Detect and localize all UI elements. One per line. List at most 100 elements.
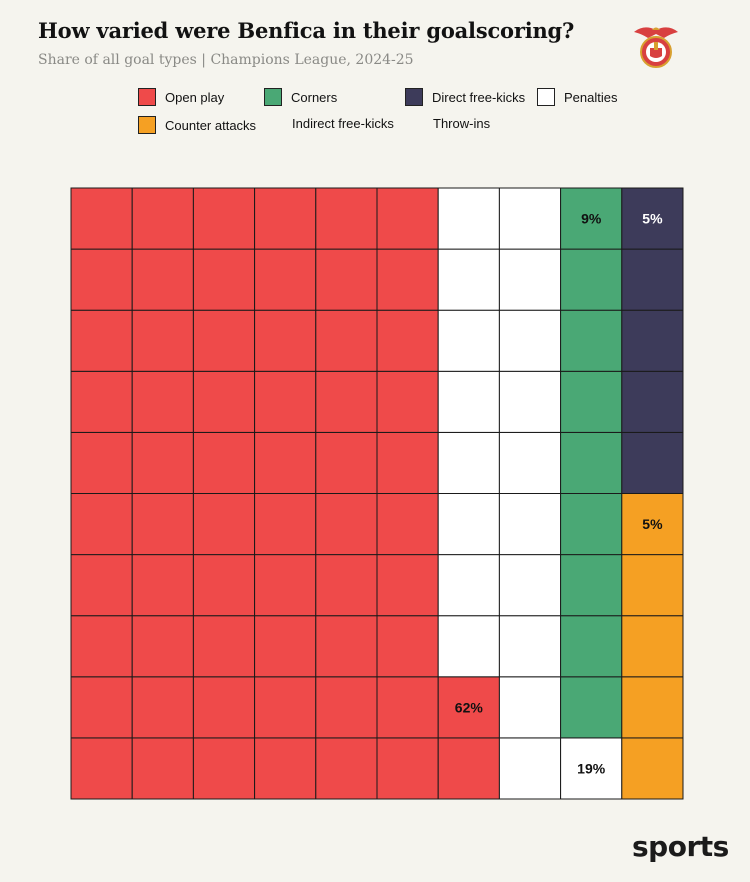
waffle-cell-open-play bbox=[131, 493, 194, 556]
waffle-cell-counter-attacks bbox=[621, 615, 684, 678]
legend-item-direct-free-kicks: Direct free-kicks bbox=[405, 88, 525, 106]
waffle-cell-counter-attacks bbox=[621, 737, 684, 800]
waffle-cell-open-play bbox=[192, 615, 256, 678]
waffle-cell-open-play bbox=[192, 737, 256, 800]
legend-label-throw-ins: Throw-ins bbox=[433, 116, 491, 131]
waffle-cell-open-play bbox=[254, 554, 317, 617]
waffle-cell-open-play bbox=[70, 737, 133, 800]
waffle-cell-open-play bbox=[131, 737, 194, 800]
legend-item-counter-attacks: Counter attacks bbox=[138, 116, 256, 134]
waffle-cell-open-play bbox=[315, 554, 378, 617]
waffle-cell-open-play bbox=[254, 676, 317, 739]
waffle-cell-direct-free-kicks bbox=[621, 187, 684, 250]
waffle-cell-penalties bbox=[437, 370, 500, 433]
waffle-cell-open-play bbox=[192, 370, 256, 433]
waffle-cell-open-play bbox=[376, 248, 439, 311]
legend-swatch-direct-free-kicks bbox=[405, 88, 423, 106]
waffle-cell-penalties bbox=[560, 737, 623, 800]
waffle-cell-open-play bbox=[254, 187, 317, 250]
waffle-cell-open-play bbox=[254, 431, 317, 494]
waffle-cell-open-play bbox=[192, 187, 256, 250]
waffle-cell-penalties bbox=[498, 554, 562, 617]
waffle-cell-open-play bbox=[192, 309, 256, 372]
waffle-cell-counter-attacks bbox=[621, 493, 684, 556]
waffle-cell-direct-free-kicks bbox=[621, 370, 684, 433]
waffle-cell-open-play bbox=[437, 676, 500, 739]
legend-item-indirect-free-kicks: Indirect free-kicks bbox=[292, 116, 394, 131]
waffle-cell-open-play bbox=[376, 554, 439, 617]
waffle-cell-open-play bbox=[70, 615, 133, 678]
waffle-cell-open-play bbox=[192, 248, 256, 311]
waffle-cell-corners bbox=[560, 309, 623, 372]
waffle-cell-open-play bbox=[192, 493, 256, 556]
waffle-cell-penalties bbox=[437, 554, 500, 617]
waffle-cell-corners bbox=[560, 187, 623, 250]
waffle-cell-penalties bbox=[437, 248, 500, 311]
waffle-cell-open-play bbox=[70, 554, 133, 617]
legend-label-direct-free-kicks: Direct free-kicks bbox=[432, 89, 526, 105]
waffle-cell-penalties bbox=[498, 309, 562, 372]
data-label-direct-free-kicks: 5% bbox=[642, 211, 663, 227]
waffle-cell-open-play bbox=[70, 431, 133, 494]
waffle-cell-penalties bbox=[498, 187, 562, 250]
waffle-cell-open-play bbox=[315, 615, 378, 678]
waffle-cell-open-play bbox=[254, 370, 317, 433]
data-label-corners: 9% bbox=[581, 211, 602, 227]
waffle-cell-open-play bbox=[70, 309, 133, 372]
waffle-cell-penalties bbox=[437, 431, 500, 494]
waffle-cell-corners bbox=[560, 493, 623, 556]
waffle-cell-open-play bbox=[315, 370, 378, 433]
waffle-cell-counter-attacks bbox=[621, 554, 684, 617]
waffle-cell-corners bbox=[560, 370, 623, 433]
waffle-cell-penalties bbox=[498, 248, 562, 311]
legend-label-corners: Corners bbox=[291, 89, 338, 105]
legend-label-open-play: Open play bbox=[165, 89, 225, 105]
waffle-cell-open-play bbox=[192, 676, 256, 739]
waffle-cell-open-play bbox=[131, 309, 194, 372]
waffle-cell-open-play bbox=[376, 493, 439, 556]
waffle-cell-open-play bbox=[315, 737, 378, 800]
waffle-cell-open-play bbox=[70, 493, 133, 556]
waffle-cell-open-play bbox=[376, 737, 439, 800]
legend-swatch-corners bbox=[264, 88, 282, 106]
waffle-cell-open-play bbox=[437, 737, 500, 800]
benfica-crest-icon bbox=[634, 27, 678, 68]
waffle-cell-open-play bbox=[315, 431, 378, 494]
waffle-cell-open-play bbox=[376, 431, 439, 494]
waffle-cell-open-play bbox=[131, 615, 194, 678]
legend-item-corners: Corners bbox=[264, 88, 337, 106]
waffle-cell-direct-free-kicks bbox=[621, 431, 684, 494]
chart-subtitle: Share of all goal types | Champions Leag… bbox=[38, 52, 414, 68]
legend-swatch-penalties bbox=[537, 88, 555, 106]
waffle-cell-open-play bbox=[376, 370, 439, 433]
waffle-cell-open-play bbox=[376, 309, 439, 372]
legend-item-open-play: Open play bbox=[138, 88, 224, 106]
waffle-cell-corners bbox=[560, 554, 623, 617]
data-label-open-play: 62% bbox=[455, 699, 484, 715]
waffle-cell-direct-free-kicks bbox=[621, 248, 684, 311]
waffle-cell-open-play bbox=[315, 187, 378, 250]
waffle-cell-open-play bbox=[254, 248, 317, 311]
waffle-cell-corners bbox=[560, 248, 623, 311]
waffle-cell-open-play bbox=[254, 309, 317, 372]
waffle-cell-open-play bbox=[315, 676, 378, 739]
waffle-cell-penalties bbox=[437, 187, 500, 250]
waffle-cell-counter-attacks bbox=[621, 676, 684, 739]
waffle-cell-open-play bbox=[131, 431, 194, 494]
waffle-cell-open-play bbox=[131, 554, 194, 617]
waffle-cell-open-play bbox=[315, 309, 378, 372]
waffle-cell-penalties bbox=[437, 615, 500, 678]
legend-swatch-counter-attacks bbox=[138, 116, 156, 134]
waffle-cell-open-play bbox=[254, 493, 317, 556]
waffle-cell-open-play bbox=[70, 370, 133, 433]
waffle-cell-open-play bbox=[254, 615, 317, 678]
waffle-cell-penalties bbox=[498, 676, 562, 739]
waffle-cell-open-play bbox=[131, 248, 194, 311]
legend: Open play Corners Direct free-kicks Pena… bbox=[138, 88, 658, 138]
waffle-cell-open-play bbox=[376, 615, 439, 678]
waffle-cell-penalties bbox=[437, 493, 500, 556]
legend-label-indirect-free-kicks: Indirect free-kicks bbox=[292, 116, 394, 131]
waffle-cell-open-play bbox=[315, 493, 378, 556]
waffle-cell-penalties bbox=[498, 493, 562, 556]
legend-item-throw-ins: Throw-ins bbox=[433, 116, 490, 131]
